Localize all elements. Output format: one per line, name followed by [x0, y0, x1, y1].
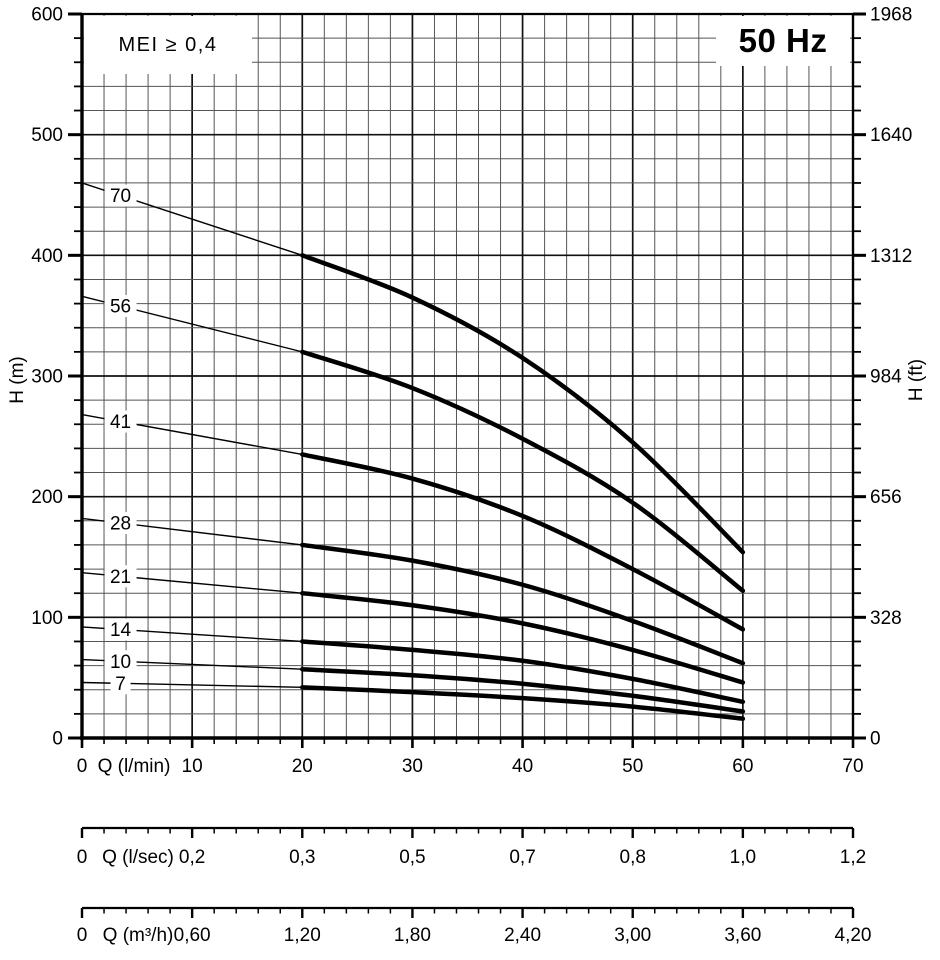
curve-stage-label: 28	[110, 514, 131, 535]
mei-badge-label: MEI ≥ 0,4	[118, 33, 218, 56]
secondary-axis-unit-label: Q (l/sec)	[102, 847, 174, 868]
curve-7: 7	[81, 672, 746, 721]
curve-10: 10	[81, 650, 746, 714]
curve-label-bg	[104, 512, 137, 535]
secondary-tick-label: 3,00	[614, 925, 651, 946]
curve-56: 56	[81, 295, 746, 594]
curve-label-bg	[104, 410, 137, 433]
secondary-tick-label: 2,40	[504, 925, 541, 946]
left-tick-label: 200	[31, 487, 63, 508]
curve-stage-label: 41	[110, 412, 131, 433]
curve-path	[300, 590, 746, 685]
x-tick-label: 60	[732, 756, 753, 777]
secondary-tick-label: 1,20	[284, 925, 321, 946]
left-tick-label: 400	[31, 246, 63, 267]
secondary-tick-label: 0	[77, 925, 88, 946]
right-tick-label: 328	[870, 608, 902, 629]
left-tick-label: 100	[31, 608, 63, 629]
grid	[82, 14, 853, 738]
secondary-tick-label: 1,80	[394, 925, 431, 946]
left-axis: 0 100 200 300 400 500 600	[31, 5, 82, 750]
secondary-tick-label: 1,0	[730, 847, 756, 868]
secondary-tick-label: 3,60	[724, 925, 761, 946]
curve-70: 70	[81, 182, 746, 555]
curve-stage-label: 10	[110, 652, 131, 673]
x-axis-unit-label: Q (l/min)	[98, 756, 171, 777]
curve-label-bg	[110, 672, 131, 695]
curve-path	[300, 253, 746, 555]
curve-label-bg	[104, 565, 137, 588]
left-tick-label: 600	[31, 5, 63, 26]
curve-stage-label: 7	[115, 674, 126, 695]
right-tick-label: 1640	[870, 125, 912, 146]
x-tick-label: 30	[402, 756, 423, 777]
secondary-tick-label: 0,5	[399, 847, 425, 868]
curve-14: 14	[81, 618, 746, 705]
curve-path	[300, 349, 746, 594]
right-tick-label: 1312	[870, 246, 912, 267]
left-tick-label: 300	[31, 367, 63, 388]
right-tick-label: 1968	[870, 5, 912, 26]
secondary-tick-label: 0,7	[509, 847, 535, 868]
x-tick-label: 70	[842, 756, 863, 777]
curves: 70 56 41 28 21 14 107	[81, 182, 746, 721]
secondary-tick-label: 0,8	[620, 847, 646, 868]
right-tick-label: 656	[870, 487, 902, 508]
x-axis: 0 10 20 30 40 50 60 70 Q (l/min)	[77, 738, 864, 777]
secondary-tick-label: 0,3	[289, 847, 315, 868]
mei-badge: MEI ≥ 0,4	[84, 16, 252, 74]
curve-stage-label: 70	[110, 186, 131, 207]
frequency-badge-label: 50 Hz	[738, 22, 828, 59]
curve-28: 28	[81, 512, 746, 666]
secondary-tick-label: 0,2	[179, 847, 205, 868]
curve-stage-label: 56	[110, 297, 131, 318]
curve-path	[300, 639, 746, 705]
curve-label-bg	[104, 184, 137, 207]
right-axis: 0 328 656 984 1312 1640 1968	[853, 5, 912, 750]
left-axis-title: H (m)	[7, 356, 28, 404]
curve-label-bg	[104, 650, 137, 673]
curve-stage-label: 21	[110, 567, 131, 588]
curve-path	[300, 542, 746, 666]
secondary-tick-label: 1,2	[840, 847, 866, 868]
x-tick-label: 10	[182, 756, 203, 777]
secondary-tick-label: 4,20	[835, 925, 872, 946]
curve-path	[300, 685, 746, 721]
secondary-axis-2: 0 0,60 1,20 1,80 2,40 3,00 3,60 4,20 Q (m³/h)	[77, 906, 872, 946]
curve-label-bg	[104, 618, 137, 641]
curve-path	[300, 666, 746, 714]
x-tick-label: 0	[77, 756, 88, 777]
right-tick-label: 984	[870, 367, 902, 388]
frequency-badge: 50 Hz	[716, 16, 850, 66]
x-tick-label: 20	[292, 756, 313, 777]
right-tick-label: 0	[870, 729, 881, 750]
right-axis-title: H (ft)	[906, 358, 927, 402]
secondary-axis-1: 0 0,2 0,3 0,5 0,7 0,8 1,0 1,2 Q (l/sec)	[77, 826, 866, 868]
curve-label-bg	[104, 295, 137, 318]
secondary-axis-unit-label: Q (m³/h)	[103, 925, 174, 946]
x-tick-label: 40	[512, 756, 533, 777]
curve-stage-label: 14	[110, 620, 132, 641]
left-tick-label: 0	[52, 729, 63, 750]
curve-path	[300, 452, 746, 632]
curve-21: 21	[81, 565, 746, 685]
curve-41: 41	[81, 410, 746, 632]
secondary-tick-label: 0	[77, 847, 88, 868]
left-tick-label: 500	[31, 125, 63, 146]
x-tick-label: 50	[622, 756, 643, 777]
secondary-tick-label: 0,60	[174, 925, 211, 946]
